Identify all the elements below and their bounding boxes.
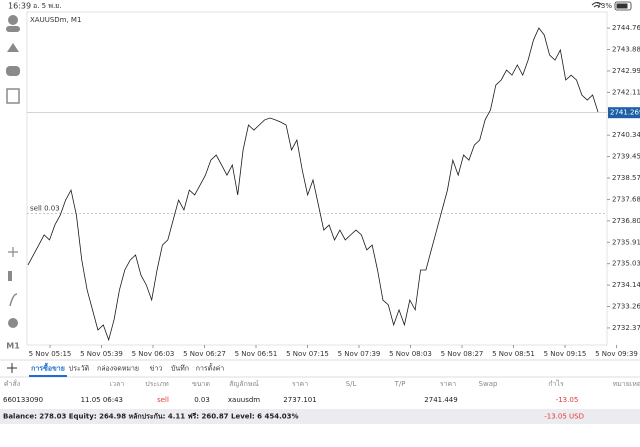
timeframe-button[interactable]: M1 bbox=[6, 342, 20, 351]
y-tick-label: 2734.145 bbox=[612, 281, 640, 289]
x-tick-label: 5 Nov 06:03 bbox=[132, 350, 175, 358]
tab[interactable]: บันทึก bbox=[171, 364, 189, 373]
tab[interactable]: การตั้งค่า bbox=[196, 362, 225, 373]
tab[interactable]: การซื้อขาย bbox=[31, 362, 65, 373]
y-tick-label: 2735.030 bbox=[612, 260, 640, 268]
objects-icon[interactable] bbox=[8, 318, 18, 328]
x-tick-label: 5 Nov 06:51 bbox=[235, 350, 278, 358]
active-tab-underline bbox=[29, 375, 67, 377]
x-tick-label: 5 Nov 08:51 bbox=[492, 350, 535, 358]
y-tick-label: 2743.880 bbox=[612, 46, 640, 54]
left-toolbar bbox=[6, 15, 20, 328]
add-button[interactable] bbox=[7, 363, 17, 373]
y-tick-label: 2738.570 bbox=[612, 174, 640, 182]
status-date: อ. 5 พ.ย. bbox=[33, 2, 62, 10]
summary-bar bbox=[0, 409, 640, 424]
x-tick-label: 5 Nov 05:15 bbox=[29, 350, 72, 358]
y-tick-label: 2742.995 bbox=[612, 67, 640, 75]
battery-level bbox=[616, 3, 628, 9]
crosshair-icon[interactable] bbox=[8, 247, 18, 257]
function-icon[interactable] bbox=[9, 293, 18, 307]
column-header: Swap bbox=[479, 380, 498, 388]
battery-icon bbox=[614, 1, 632, 11]
order-line-label: sell 0.03 bbox=[30, 205, 60, 213]
cell-price: 2741.449 bbox=[424, 396, 457, 404]
x-tick-label: 5 Nov 09:15 bbox=[544, 350, 587, 358]
x-tick-label: 5 Nov 08:27 bbox=[441, 350, 484, 358]
column-header: S/L bbox=[346, 380, 357, 388]
y-tick-label: 2740.340 bbox=[612, 131, 640, 139]
y-tick-label: 2742.110 bbox=[612, 88, 640, 96]
account-icon-body bbox=[6, 26, 20, 32]
column-header: T/P bbox=[394, 380, 406, 388]
new-order-icon[interactable] bbox=[6, 88, 20, 104]
column-header: คำสั่ง bbox=[4, 379, 20, 388]
chat-icon[interactable] bbox=[6, 66, 20, 76]
y-tick-label: 2739.455 bbox=[612, 153, 640, 161]
indicator-icon[interactable] bbox=[8, 271, 12, 281]
y-tick-label: 2732.375 bbox=[612, 324, 640, 332]
column-header: เวลา bbox=[110, 380, 125, 388]
status-battery: 73% bbox=[596, 2, 612, 10]
column-header: สัญลักษณ์ bbox=[229, 380, 259, 388]
cell-order[interactable]: 660133090 bbox=[3, 396, 43, 404]
account-icon[interactable] bbox=[8, 15, 18, 25]
chart-title: XAUUSDm, M1 bbox=[30, 16, 81, 24]
cell-time: 11.05 06:43 bbox=[81, 396, 123, 404]
y-tick-label: 2733.260 bbox=[612, 303, 640, 311]
wifi-icon bbox=[591, 2, 603, 8]
y-tick-label: 2735.915 bbox=[612, 238, 640, 246]
tab[interactable]: กล่องจดหมาย bbox=[97, 365, 139, 373]
column-header: ราคา bbox=[292, 380, 308, 388]
y-tick-label: 2744.765 bbox=[612, 24, 640, 32]
summary-profit: -13.05 USD bbox=[544, 413, 584, 421]
cell-symbol: xauusdm bbox=[228, 396, 260, 404]
account-summary: Balance: 278.03 Equity: 264.98 หลักประกั… bbox=[3, 413, 298, 421]
x-tick-label: 5 Nov 07:39 bbox=[338, 350, 381, 358]
trade-icon[interactable] bbox=[7, 43, 19, 52]
column-header: กำไร bbox=[548, 379, 564, 388]
tab[interactable]: ประวัติ bbox=[69, 365, 90, 373]
cell-volume: 0.03 bbox=[194, 396, 210, 404]
cell-open-price: 2737.101 bbox=[283, 396, 316, 404]
price-line bbox=[27, 27, 599, 342]
x-tick-label: 5 Nov 07:15 bbox=[286, 350, 329, 358]
y-tick-label: 2737.685 bbox=[612, 195, 640, 203]
column-header: ขนาด bbox=[192, 380, 210, 388]
cell-type: sell bbox=[157, 396, 169, 404]
current-price-label: 2741.269 bbox=[610, 109, 640, 117]
column-header: หมายเหตุ bbox=[613, 380, 640, 388]
x-tick-label: 5 Nov 09:39 bbox=[595, 350, 638, 358]
x-tick-label: 5 Nov 05:39 bbox=[80, 350, 123, 358]
current-price-tag bbox=[608, 107, 640, 119]
column-header: ราคา bbox=[440, 380, 456, 388]
x-tick-label: 5 Nov 08:03 bbox=[389, 350, 432, 358]
cell-profit: -13.05 bbox=[556, 396, 579, 404]
column-header: ประเภท bbox=[145, 380, 169, 388]
y-tick-label: 2736.800 bbox=[612, 217, 640, 225]
status-time: 16:39 bbox=[8, 2, 31, 11]
x-tick-label: 5 Nov 06:27 bbox=[183, 350, 226, 358]
tab[interactable]: ข่าว bbox=[150, 365, 163, 373]
